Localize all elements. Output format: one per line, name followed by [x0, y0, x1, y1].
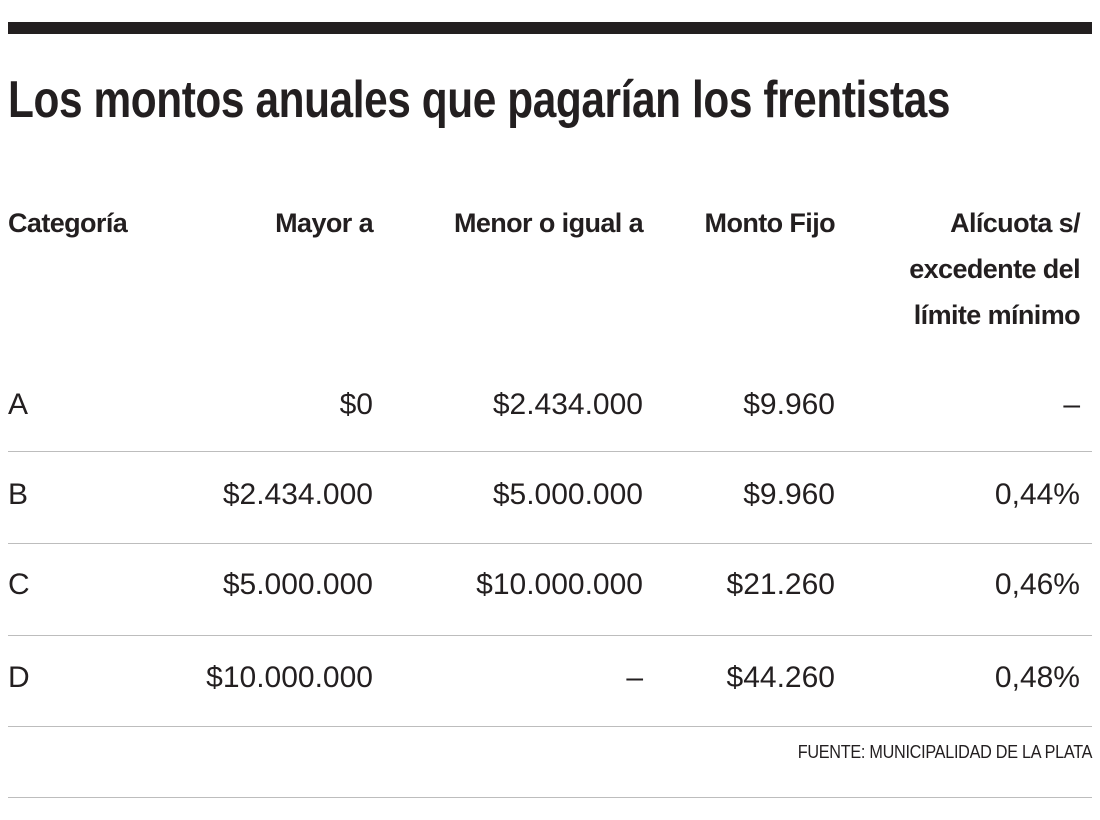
bottom-divider	[8, 797, 1092, 798]
cell-monto-fijo: $9.960	[743, 388, 835, 421]
cell-alicuota: 0,48%	[994, 661, 1080, 694]
cell-alicuota: 0,46%	[994, 568, 1080, 601]
row-divider	[8, 726, 1092, 727]
cell-monto-fijo: $9.960	[743, 478, 835, 511]
cell-menor-o-igual-a: –	[626, 661, 643, 694]
row-divider	[8, 451, 1092, 452]
cell-monto-fijo: $44.260	[726, 661, 835, 694]
header-mayor-a: Mayor a	[275, 208, 373, 238]
cell-menor-o-igual-a: $10.000.000	[476, 568, 643, 601]
cell-mayor-a: $2.434.000	[222, 478, 373, 511]
row-divider	[8, 635, 1092, 636]
cell-alicuota: 0,44%	[994, 478, 1080, 511]
cell-mayor-a: $5.000.000	[222, 568, 373, 601]
cell-categoria: C	[8, 568, 30, 601]
cell-alicuota: –	[1063, 388, 1080, 421]
cell-monto-fijo: $21.260	[726, 568, 835, 601]
cell-menor-o-igual-a: $2.434.000	[492, 388, 643, 421]
cell-categoria: A	[8, 388, 29, 421]
cell-categoria: B	[8, 478, 29, 511]
cell-menor-o-igual-a: $5.000.000	[492, 478, 643, 511]
cell-mayor-a: $0	[339, 388, 373, 421]
page-title: Los montos anuales que pagarían los fren…	[8, 71, 951, 129]
cell-mayor-a: $10.000.000	[206, 661, 373, 694]
cell-categoria: D	[8, 661, 30, 694]
header-monto-fijo: Monto Fijo	[704, 208, 836, 238]
top-rule	[8, 22, 1092, 34]
row-divider	[8, 543, 1092, 544]
header-alicuota: Alícuota s/ excedente del límite mínimo	[909, 208, 1080, 330]
source-note: FUENTE: MUNICIPALIDAD DE LA PLATA	[797, 742, 1093, 762]
header-categoria: Categoría	[8, 208, 128, 238]
header-menor-o-igual-a: Menor o igual a	[453, 208, 644, 238]
